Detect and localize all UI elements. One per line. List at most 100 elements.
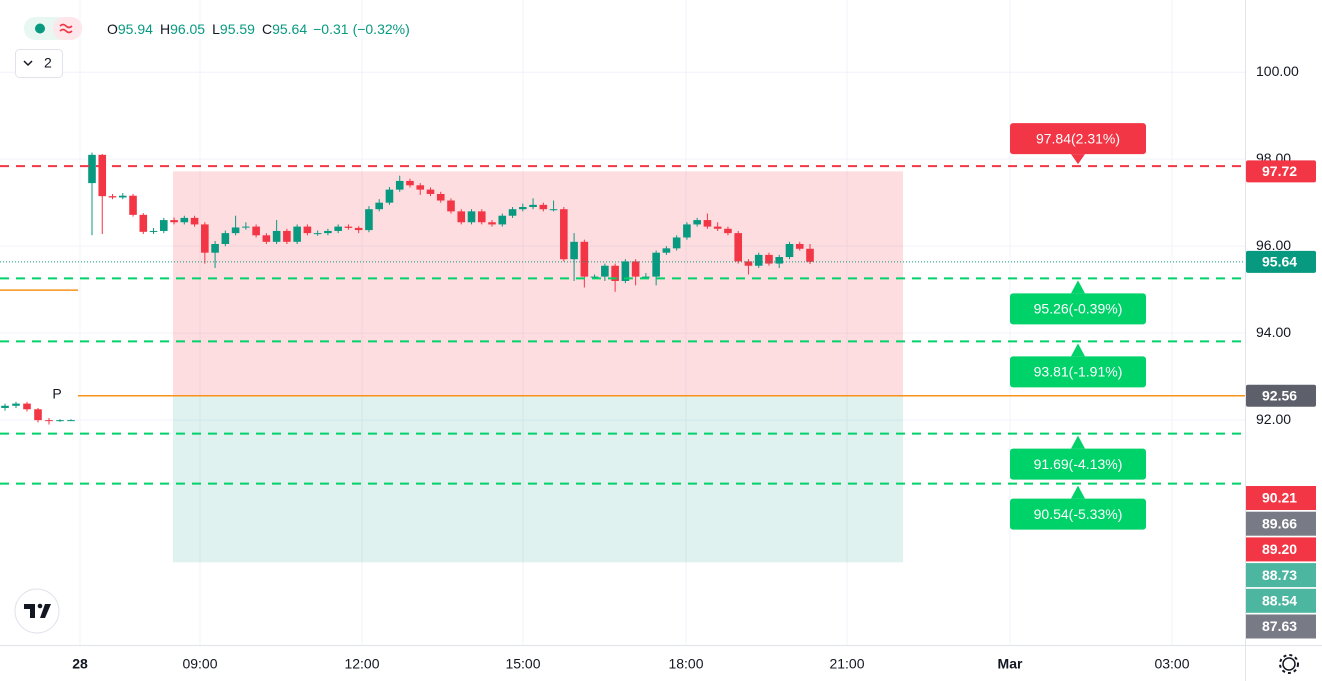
legend-key: C <box>262 21 272 37</box>
candle-body <box>539 204 548 210</box>
x-tick-label: 09:00 <box>182 656 217 672</box>
candle-body <box>806 248 814 262</box>
level-label: 97.84(2.31%) <box>1036 130 1120 146</box>
price-badge-label: 97.72 <box>1262 163 1297 179</box>
candle-body <box>765 254 773 264</box>
collapse-button[interactable] <box>15 49 63 78</box>
candle-body <box>508 209 517 216</box>
candle-body <box>416 185 425 190</box>
price-badge <box>1246 250 1316 273</box>
candle-body <box>406 180 414 186</box>
logo-mark <box>24 604 51 618</box>
level-tag-arrow <box>1071 485 1085 499</box>
candle-body <box>293 226 301 242</box>
ohlc-values: O95.94 H96.05 L95.59 C95.64 −0.31 (−0.32%) <box>107 21 410 37</box>
legend-value: 95.94 <box>118 21 153 37</box>
legend-value: 96.05 <box>170 21 205 37</box>
logo-dot <box>37 603 43 609</box>
candle-body <box>231 227 240 234</box>
candle-body <box>303 226 312 234</box>
market-open-dot <box>35 23 45 34</box>
tradingview-logo[interactable] <box>14 588 60 634</box>
candle-body <box>252 226 260 236</box>
candle-body <box>149 230 158 232</box>
legend-value: 95.64 <box>272 21 307 37</box>
candle-body <box>34 409 42 421</box>
level-tag[interactable] <box>1010 498 1146 530</box>
change: −0.31 <box>313 21 349 37</box>
candle-body <box>693 220 701 225</box>
settings-button[interactable] <box>1279 654 1299 674</box>
legend-key: H <box>160 21 170 37</box>
candle-body <box>211 243 219 253</box>
candle-body <box>713 226 722 229</box>
level-tag[interactable] <box>1010 123 1146 155</box>
candle-body <box>672 237 681 249</box>
candle-body <box>580 241 589 277</box>
level-label: 93.81(-1.91%) <box>1034 364 1123 380</box>
stacked-badge <box>1246 563 1316 588</box>
candle-body <box>457 211 466 223</box>
candle-body <box>354 227 363 231</box>
candle-body <box>426 189 435 194</box>
candle-body <box>795 243 804 249</box>
level-tag[interactable] <box>1010 448 1146 480</box>
candle-body <box>108 196 117 198</box>
candle-body <box>549 209 558 211</box>
candle-body <box>488 222 496 225</box>
stop-zone <box>173 171 903 396</box>
y-tick-label: 94.00 <box>1256 324 1291 340</box>
candle-body <box>754 254 763 266</box>
x-tick-label: 28 <box>72 656 88 672</box>
delayed-icon <box>59 23 73 34</box>
candle-body <box>334 226 342 231</box>
price-badge-label: 92.56 <box>1262 387 1297 403</box>
candle-body <box>724 228 732 234</box>
candle-body <box>683 224 691 238</box>
candle-body <box>601 265 609 277</box>
candle-body <box>139 214 148 232</box>
candle-body <box>775 257 784 264</box>
level-label: 90.54(-5.33%) <box>1034 506 1123 522</box>
candle-body <box>221 233 230 244</box>
stacked-badge-label: 89.66 <box>1262 515 1297 531</box>
status-pill-half <box>53 17 82 40</box>
level-tag[interactable] <box>1010 293 1146 325</box>
candle-body <box>611 265 619 281</box>
candle-body <box>242 226 250 228</box>
stacked-badge <box>1246 486 1316 510</box>
gear-icon <box>1282 657 1296 671</box>
candle-body <box>344 226 353 228</box>
candle-body <box>129 195 137 215</box>
candle-body <box>170 220 178 223</box>
level-label: 91.69(-4.13%) <box>1034 456 1123 472</box>
plot-area: P 97.84(2.31%) 95.26(-0.39%) 93.81(-1.91%) 9… <box>0 123 1245 563</box>
candle-body <box>498 215 507 225</box>
candle-body <box>744 261 753 266</box>
candle-body <box>118 195 127 198</box>
change-pct: (−0.32%) <box>353 21 410 37</box>
stacked-badge <box>1246 588 1316 613</box>
candle-body <box>395 180 404 190</box>
candle-body <box>160 220 168 231</box>
candle-body <box>23 403 31 410</box>
candle-body <box>662 248 671 253</box>
candle-body <box>88 154 96 184</box>
stacked-badge <box>1246 537 1316 562</box>
candle-body <box>45 420 53 422</box>
candle-body <box>56 420 64 422</box>
stacked-badge <box>1246 511 1316 536</box>
legend-key: O <box>107 21 118 37</box>
level-tag[interactable] <box>1010 356 1146 388</box>
candle-body <box>262 235 271 242</box>
chevron-icon <box>23 60 33 67</box>
candle-body <box>365 209 373 231</box>
candle-body <box>590 276 599 278</box>
level-tag-arrow <box>1071 343 1085 357</box>
x-tick-label: 12:00 <box>344 656 379 672</box>
candle-body <box>560 209 568 260</box>
candle-body <box>436 193 445 201</box>
price-axis: 92.0094.0096.0098.00100.0097.7295.6492.5… <box>1246 63 1316 639</box>
target-zone <box>173 395 903 563</box>
